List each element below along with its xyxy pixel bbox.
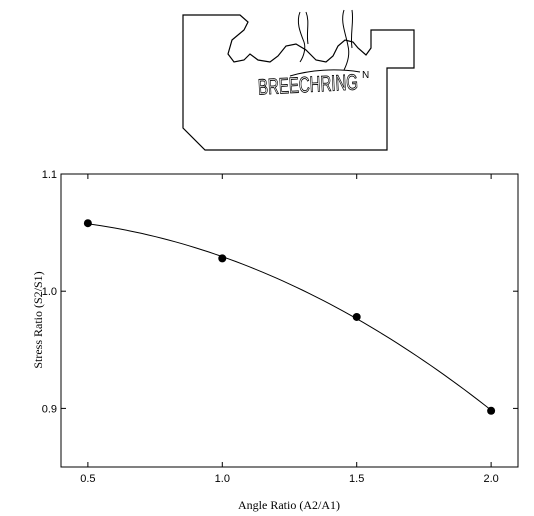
y-axis-ticks: 0.9 1.0 1.1 (42, 169, 518, 415)
stress-ratio-chart: 0.9 1.0 1.1 0.5 1.0 1.5 2.0 Angle Ratio (A2/A… (31, 169, 519, 512)
plot-area-frame (60, 173, 519, 468)
thread-contact-3 (342, 9, 350, 71)
diagram-small-label: N (362, 70, 369, 81)
thread-contact-1 (297, 11, 306, 63)
data-points (83, 219, 496, 415)
thread-contact-2 (305, 11, 309, 45)
data-point (83, 219, 92, 228)
load-arrow (289, 69, 361, 77)
data-point (218, 254, 227, 263)
y-tick-label: 0.9 (42, 403, 57, 415)
fit-line-layer (87, 223, 492, 411)
breech-ring-outline (182, 14, 415, 151)
diagram-main-label: BREECHRING (257, 69, 358, 99)
breech-ring-diagram: BREECHRING N (182, 9, 415, 151)
data-point (352, 312, 361, 321)
x-axis-ticks: 0.5 1.0 1.5 2.0 (80, 174, 499, 485)
x-axis-title: Angle Ratio (A2/A1) (238, 498, 340, 512)
x-tick-label: 0.5 (80, 473, 95, 485)
fit-line (87, 223, 492, 411)
x-tick-label: 1.5 (349, 473, 364, 485)
thread-contact-4 (350, 9, 354, 49)
y-axis-title: Stress Ratio (S2/S1) (31, 271, 45, 368)
y-tick-label: 1.1 (42, 169, 57, 181)
x-tick-label: 2.0 (483, 473, 498, 485)
x-tick-label: 1.0 (215, 473, 230, 485)
data-point (487, 406, 496, 415)
y-tick-label: 1.0 (42, 286, 57, 298)
